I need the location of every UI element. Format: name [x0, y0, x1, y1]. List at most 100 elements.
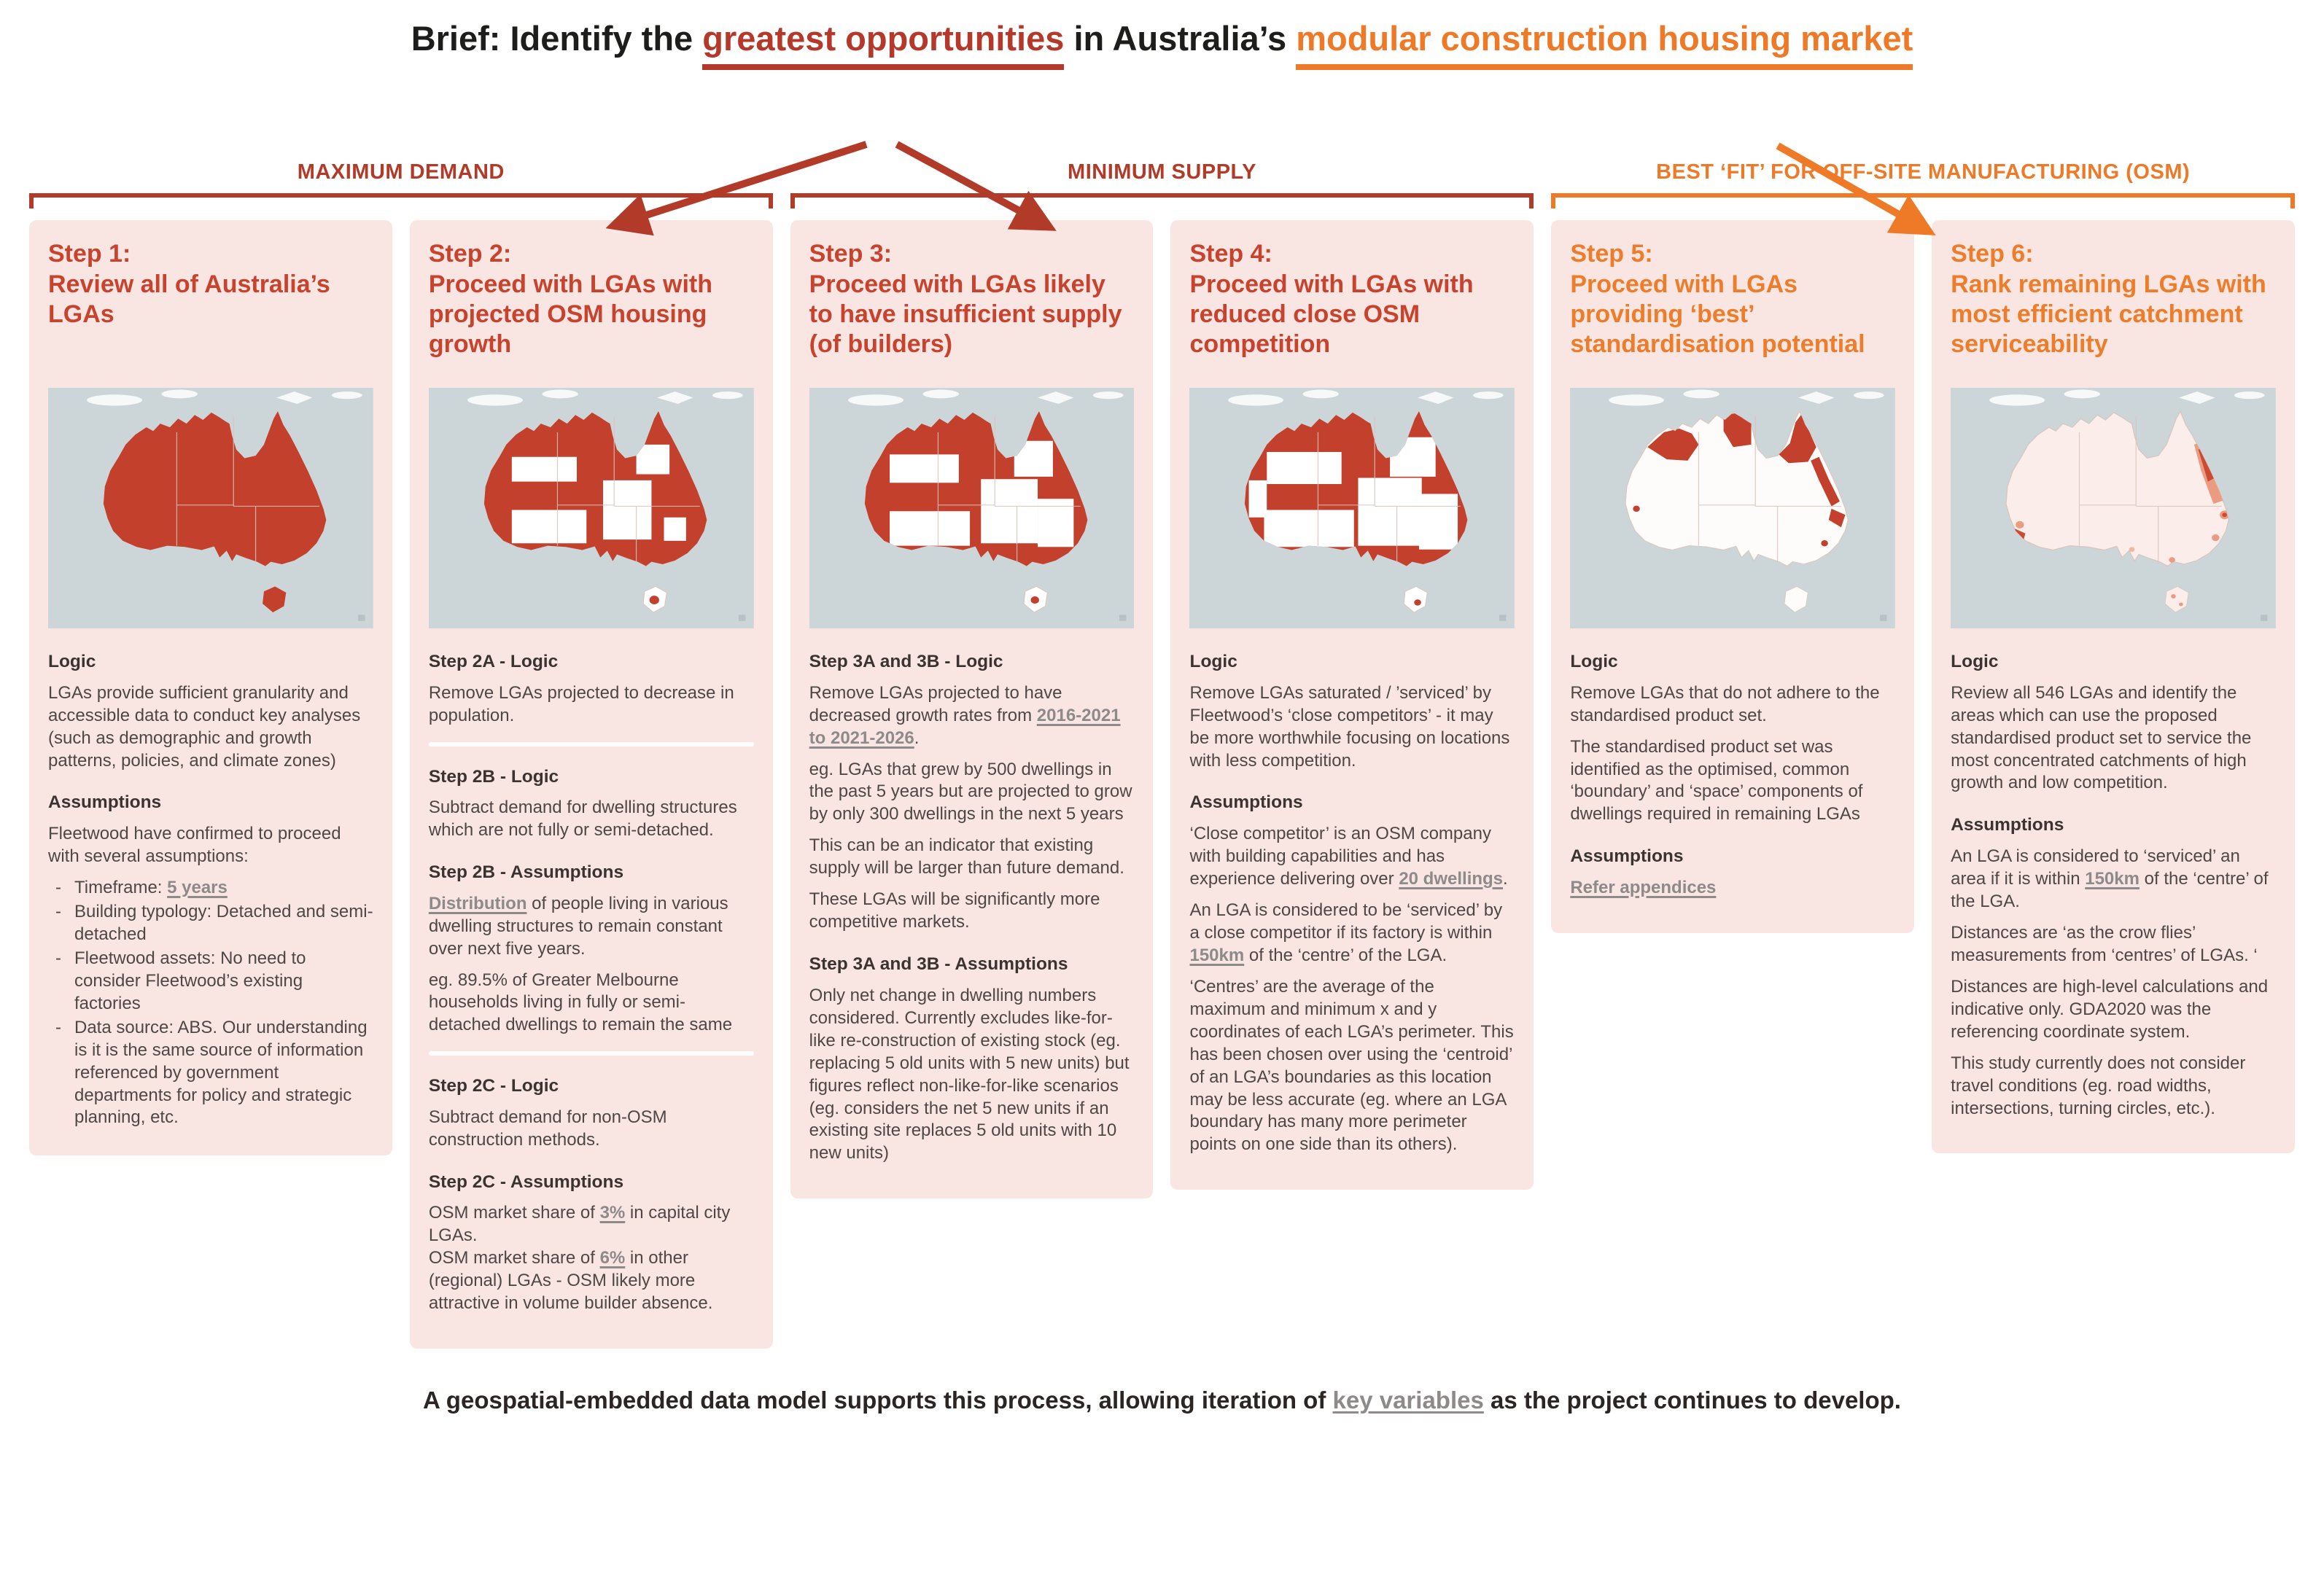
infographic-page: Brief: Identify the greatest opportuniti… — [0, 19, 2324, 1579]
step-section-heading: Step 3A and 3B - Logic — [809, 652, 1003, 672]
list-item: Timeframe: 5 years — [55, 877, 373, 900]
list-item: Building typology: Detached and semi-det… — [55, 901, 373, 946]
step-4-card: Step 4: Proceed with LGAs with reduced cl… — [1170, 220, 1534, 1190]
title-middle: in Australia’s — [1064, 19, 1297, 58]
arrow-zone — [29, 58, 2295, 236]
group-bracket — [790, 193, 1534, 209]
linked-value[interactable]: 20 dwellings — [1399, 868, 1504, 889]
step-section-heading: Step 2C - Logic — [428, 1076, 559, 1096]
linked-value[interactable]: 3% — [599, 1203, 626, 1223]
step-section-heading: Step 2B - Logic — [428, 766, 559, 787]
step-subtitle: Proceed with LGAs likely to have insuffi… — [809, 270, 1122, 359]
step-paragraph: Distribution of people living in various… — [428, 893, 728, 959]
step-section-heading: Step 2C - Assumptions — [428, 1171, 624, 1192]
step-paragraph: eg. LGAs that grew by 500 dwellings in t… — [809, 759, 1132, 824]
australia-map-graphic-step-2 — [428, 388, 754, 629]
step-section-heading: Assumptions — [1570, 846, 1684, 867]
step-1-title: Step 1: Review all of Australia’s LGAs — [48, 239, 373, 382]
step-label: Step 4: — [1189, 240, 1272, 268]
australia-map-graphic-step-4 — [1189, 388, 1515, 629]
linked-value[interactable]: Distribution — [428, 893, 527, 913]
step-paragraph: An LGA is considered to ‘serviced’ an ar… — [1951, 846, 2269, 911]
group-header-maximum-demand: MAXIMUM DEMAND — [297, 160, 505, 184]
australia-map-graphic-step-6 — [1951, 388, 2276, 629]
step-4-title: Step 4: Proceed with LGAs with reduced cl… — [1189, 239, 1515, 382]
step-section-heading: Step 3A and 3B - Assumptions — [809, 954, 1068, 975]
step-section-heading: Assumptions — [1951, 815, 2064, 835]
group-bracket — [1551, 193, 2295, 209]
title-prefix: Brief: Identify the — [411, 19, 703, 58]
page-title: Brief: Identify the greatest opportuniti… — [29, 19, 2295, 70]
australia-lga-map — [48, 388, 373, 629]
step-6-card: Step 6: Rank remaining LGAs with most eff… — [1932, 220, 2295, 1154]
linked-value[interactable]: 2016-2021 to 2021-2026 — [809, 705, 1121, 748]
australia-lga-map — [1189, 388, 1515, 629]
step-paragraph: ‘Centres’ are the average of the maximum… — [1189, 976, 1514, 1155]
step-subtitle: Proceed with LGAs with projected OSM hou… — [428, 270, 712, 359]
title-highlight-orange: modular construction housing market — [1296, 19, 1913, 70]
title-highlight-red: greatest opportunities — [702, 19, 1065, 70]
linked-value[interactable]: 6% — [599, 1248, 626, 1268]
step-2-card: Step 2: Proceed with LGAs with projected … — [409, 220, 773, 1349]
step-subtitle: Proceed with LGAs providing ‘best’ stand… — [1570, 270, 1865, 359]
step-paragraph: Fleetwood have confirmed to proceed with… — [48, 824, 341, 866]
australia-lga-map — [1951, 388, 2276, 629]
step-paragraph: This study currently does not consider t… — [1951, 1053, 2246, 1118]
group-bracket — [29, 193, 773, 209]
step-paragraph: This can be an indicator that existing s… — [809, 835, 1124, 878]
step-label: Step 3: — [809, 240, 893, 268]
step-paragraph: Refer appendices — [1570, 877, 1895, 900]
step-section-heading: Step 2B - Assumptions — [428, 862, 624, 883]
linked-value[interactable]: 5 years — [167, 877, 228, 897]
australia-map-graphic-step-5 — [1570, 388, 1896, 629]
step-label: Step 5: — [1570, 240, 1653, 268]
group-minimum-supply: MINIMUM SUPPLY Step 3: Proceed with LGAs … — [790, 160, 1534, 1349]
step-2-title: Step 2: Proceed with LGAs with projected … — [429, 239, 754, 382]
step-label: Step 6: — [1951, 240, 2034, 268]
step-subtitle: Review all of Australia’s LGAs — [48, 270, 330, 328]
step-subtitle: Proceed with LGAs with reduced close OSM… — [1189, 270, 1474, 359]
step-groups: MAXIMUM DEMAND Step 1: Review all of Aust… — [29, 160, 2295, 1349]
step-label: Step 2: — [428, 240, 512, 268]
group-best-fit-osm: BEST ‘FIT’ FOR OFF-SITE MANUFACTURING (O… — [1551, 160, 2295, 1349]
step-1-card: Step 1: Review all of Australia’s LGAs — [29, 220, 392, 1156]
step-paragraph: Remove LGAs projected to have decreased … — [809, 682, 1121, 748]
step-1-body: Logic LGAs provide sufficient granularity… — [48, 650, 373, 1129]
step-paragraph: Subtract demand for non-OSM construction… — [428, 1107, 667, 1150]
step-5-title: Step 5: Proceed with LGAs providing ‘best… — [1570, 239, 1895, 382]
australia-lga-map — [1570, 388, 1896, 629]
step-subtitle: Rank remaining LGAs with most efficient … — [1951, 270, 2266, 359]
list-item: Data source: ABS. Our understanding is i… — [55, 1017, 373, 1130]
step-paragraph: Only net change in dwelling numbers cons… — [809, 985, 1130, 1163]
group-maximum-demand: MAXIMUM DEMAND Step 1: Review all of Aust… — [29, 160, 773, 1349]
step-5-card: Step 5: Proceed with LGAs providing ‘best… — [1551, 220, 1915, 933]
linked-value[interactable]: Refer appendices — [1570, 877, 1717, 897]
linked-value[interactable]: 150km — [2085, 868, 2140, 889]
step-section-heading: Logic — [1951, 652, 1999, 672]
australia-map-graphic-step-3 — [809, 388, 1135, 629]
step-paragraph: OSM market share of 3% in capital city L… — [428, 1203, 731, 1314]
list-item: Fleetwood assets: No need to consider Fl… — [55, 948, 373, 1015]
step-6-title: Step 6: Rank remaining LGAs with most eff… — [1951, 239, 2276, 382]
step-section-heading: Logic — [48, 652, 96, 672]
group-cards: Step 1: Review all of Australia’s LGAs — [29, 220, 773, 1349]
linked-value[interactable]: 150km — [1189, 945, 1245, 965]
step-4-body: Logic Remove LGAs saturated / ’serviced’ … — [1189, 650, 1515, 1156]
group-header-minimum-supply: MINIMUM SUPPLY — [1068, 160, 1256, 184]
step-section-heading: Assumptions — [48, 792, 162, 813]
step-section-heading: Assumptions — [1189, 792, 1303, 813]
step-paragraph: Review all 546 LGAs and identify the are… — [1951, 682, 2252, 793]
step-paragraph: ‘Close competitor’ is an OSM company wit… — [1189, 824, 1508, 889]
step-paragraph: The standardised product set was identif… — [1570, 736, 1863, 824]
group-header-best-fit-osm: BEST ‘FIT’ FOR OFF-SITE MANUFACTURING (O… — [1656, 160, 2191, 184]
step-paragraph: An LGA is considered to be ‘serviced’ by… — [1189, 900, 1503, 965]
group-cards: Step 3: Proceed with LGAs likely to have … — [790, 220, 1534, 1199]
step-3-title: Step 3: Proceed with LGAs likely to have … — [809, 239, 1135, 382]
step-paragraph: Remove LGAs projected to decrease in pop… — [428, 682, 734, 725]
step-6-body: Logic Review all 546 LGAs and identify th… — [1951, 650, 2276, 1120]
linked-value[interactable]: key variables — [1332, 1387, 1484, 1414]
step-paragraph: LGAs provide sufficient granularity and … — [48, 682, 361, 771]
step-paragraph: These LGAs will be significantly more co… — [809, 889, 1100, 932]
step-paragraph: Remove LGAs saturated / ’serviced’ by Fl… — [1189, 682, 1510, 771]
step-3-card: Step 3: Proceed with LGAs likely to have … — [790, 220, 1154, 1199]
